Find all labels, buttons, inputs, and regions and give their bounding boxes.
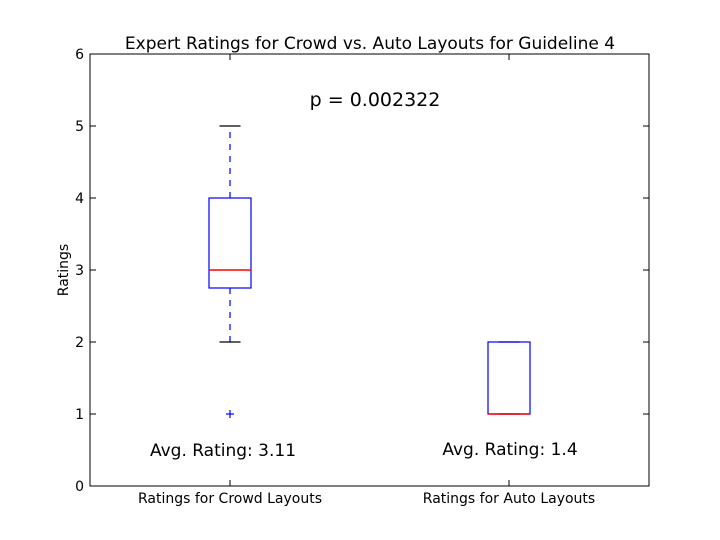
y-tick-label: 1	[75, 407, 84, 423]
y-tick-label: 4	[75, 191, 84, 207]
y-tick-label: 3	[75, 263, 84, 279]
box	[208, 197, 252, 289]
x-tick-label-crowd: Ratings for Crowd Layouts	[138, 491, 322, 507]
y-tick-label: 6	[75, 47, 84, 63]
x-tick-label-auto: Ratings for Auto Layouts	[423, 491, 595, 507]
plot-frame	[89, 53, 650, 487]
box	[487, 341, 531, 415]
avg-rating-auto: Avg. Rating: 1.4	[442, 440, 577, 460]
p-value-annotation: p = 0.002322	[310, 89, 441, 111]
y-tick-label: 2	[75, 335, 84, 351]
y-tick-label: 5	[75, 119, 84, 135]
chart-title: Expert Ratings for Crowd vs. Auto Layout…	[125, 34, 615, 54]
y-tick-label: 0	[75, 479, 84, 495]
avg-rating-crowd: Avg. Rating: 3.11	[150, 441, 296, 461]
y-axis-label: Ratings	[56, 244, 72, 296]
